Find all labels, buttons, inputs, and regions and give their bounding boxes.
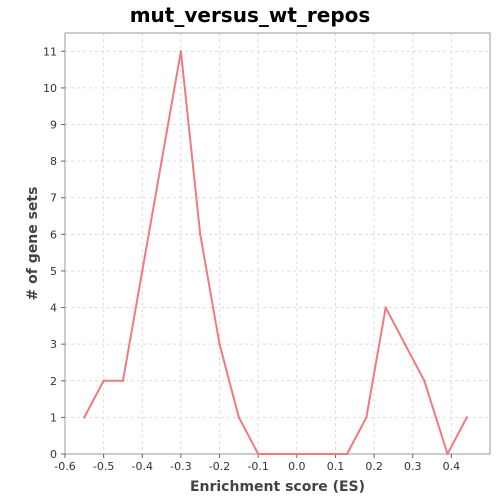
data-point xyxy=(403,342,407,346)
y-tick-label: 8 xyxy=(50,155,57,168)
y-tick-label: 1 xyxy=(50,411,57,424)
y-tick-label: 9 xyxy=(50,119,57,132)
data-point xyxy=(83,416,86,419)
data-point xyxy=(295,452,299,456)
data-point xyxy=(121,379,125,382)
data-point xyxy=(276,452,279,456)
y-tick-label: 0 xyxy=(50,448,57,461)
ticks: -0.6 -0.5 -0.4 -0.3 -0.2 -0.1 0.0 0.1 0.2 0.3 0.4 0… xyxy=(43,45,460,473)
y-tick-label: 6 xyxy=(50,228,57,241)
x-tick-label: 0.1 xyxy=(327,460,345,473)
x-axis-label: Enrichment score (ES) xyxy=(190,479,365,495)
x-tick-label: 0.0 xyxy=(288,460,306,473)
series xyxy=(83,50,469,456)
y-tick-label: 10 xyxy=(43,82,57,95)
y-tick-label: 4 xyxy=(50,302,57,315)
data-point xyxy=(446,452,449,456)
y-axis-label: # of gene sets xyxy=(25,187,41,301)
x-tick-label: -0.5 xyxy=(93,460,114,473)
data-point xyxy=(345,452,349,456)
x-tick-label: -0.6 xyxy=(54,460,75,473)
x-tick-label: 0.4 xyxy=(443,460,461,473)
data-point xyxy=(199,233,202,236)
data-point xyxy=(179,50,183,53)
y-tick-label: 7 xyxy=(50,192,57,205)
data-point xyxy=(423,379,426,382)
data-point xyxy=(256,452,260,456)
grid xyxy=(64,33,490,455)
data-point xyxy=(384,306,387,309)
x-tick-label: -0.1 xyxy=(247,460,268,473)
y-tick-label: 2 xyxy=(50,375,57,388)
data-point xyxy=(102,379,105,382)
data-point xyxy=(465,416,469,419)
x-tick-label: -0.4 xyxy=(132,460,153,473)
data-point xyxy=(314,452,318,456)
data-point xyxy=(160,159,163,163)
data-point xyxy=(218,342,221,346)
data-point xyxy=(141,269,144,273)
x-tick-label: -0.2 xyxy=(209,460,230,473)
x-tick-label: -0.3 xyxy=(170,460,191,473)
x-tick-label: 0.3 xyxy=(404,460,422,473)
chart-title: mut_versus_wt_repos xyxy=(130,3,371,27)
data-point xyxy=(237,416,241,419)
y-tick-label: 3 xyxy=(50,338,57,351)
x-tick-label: 0.2 xyxy=(365,460,383,473)
data-point xyxy=(334,452,337,456)
y-tick-label: 5 xyxy=(50,265,57,278)
data-point xyxy=(365,416,368,419)
y-tick-label: 11 xyxy=(43,45,57,58)
